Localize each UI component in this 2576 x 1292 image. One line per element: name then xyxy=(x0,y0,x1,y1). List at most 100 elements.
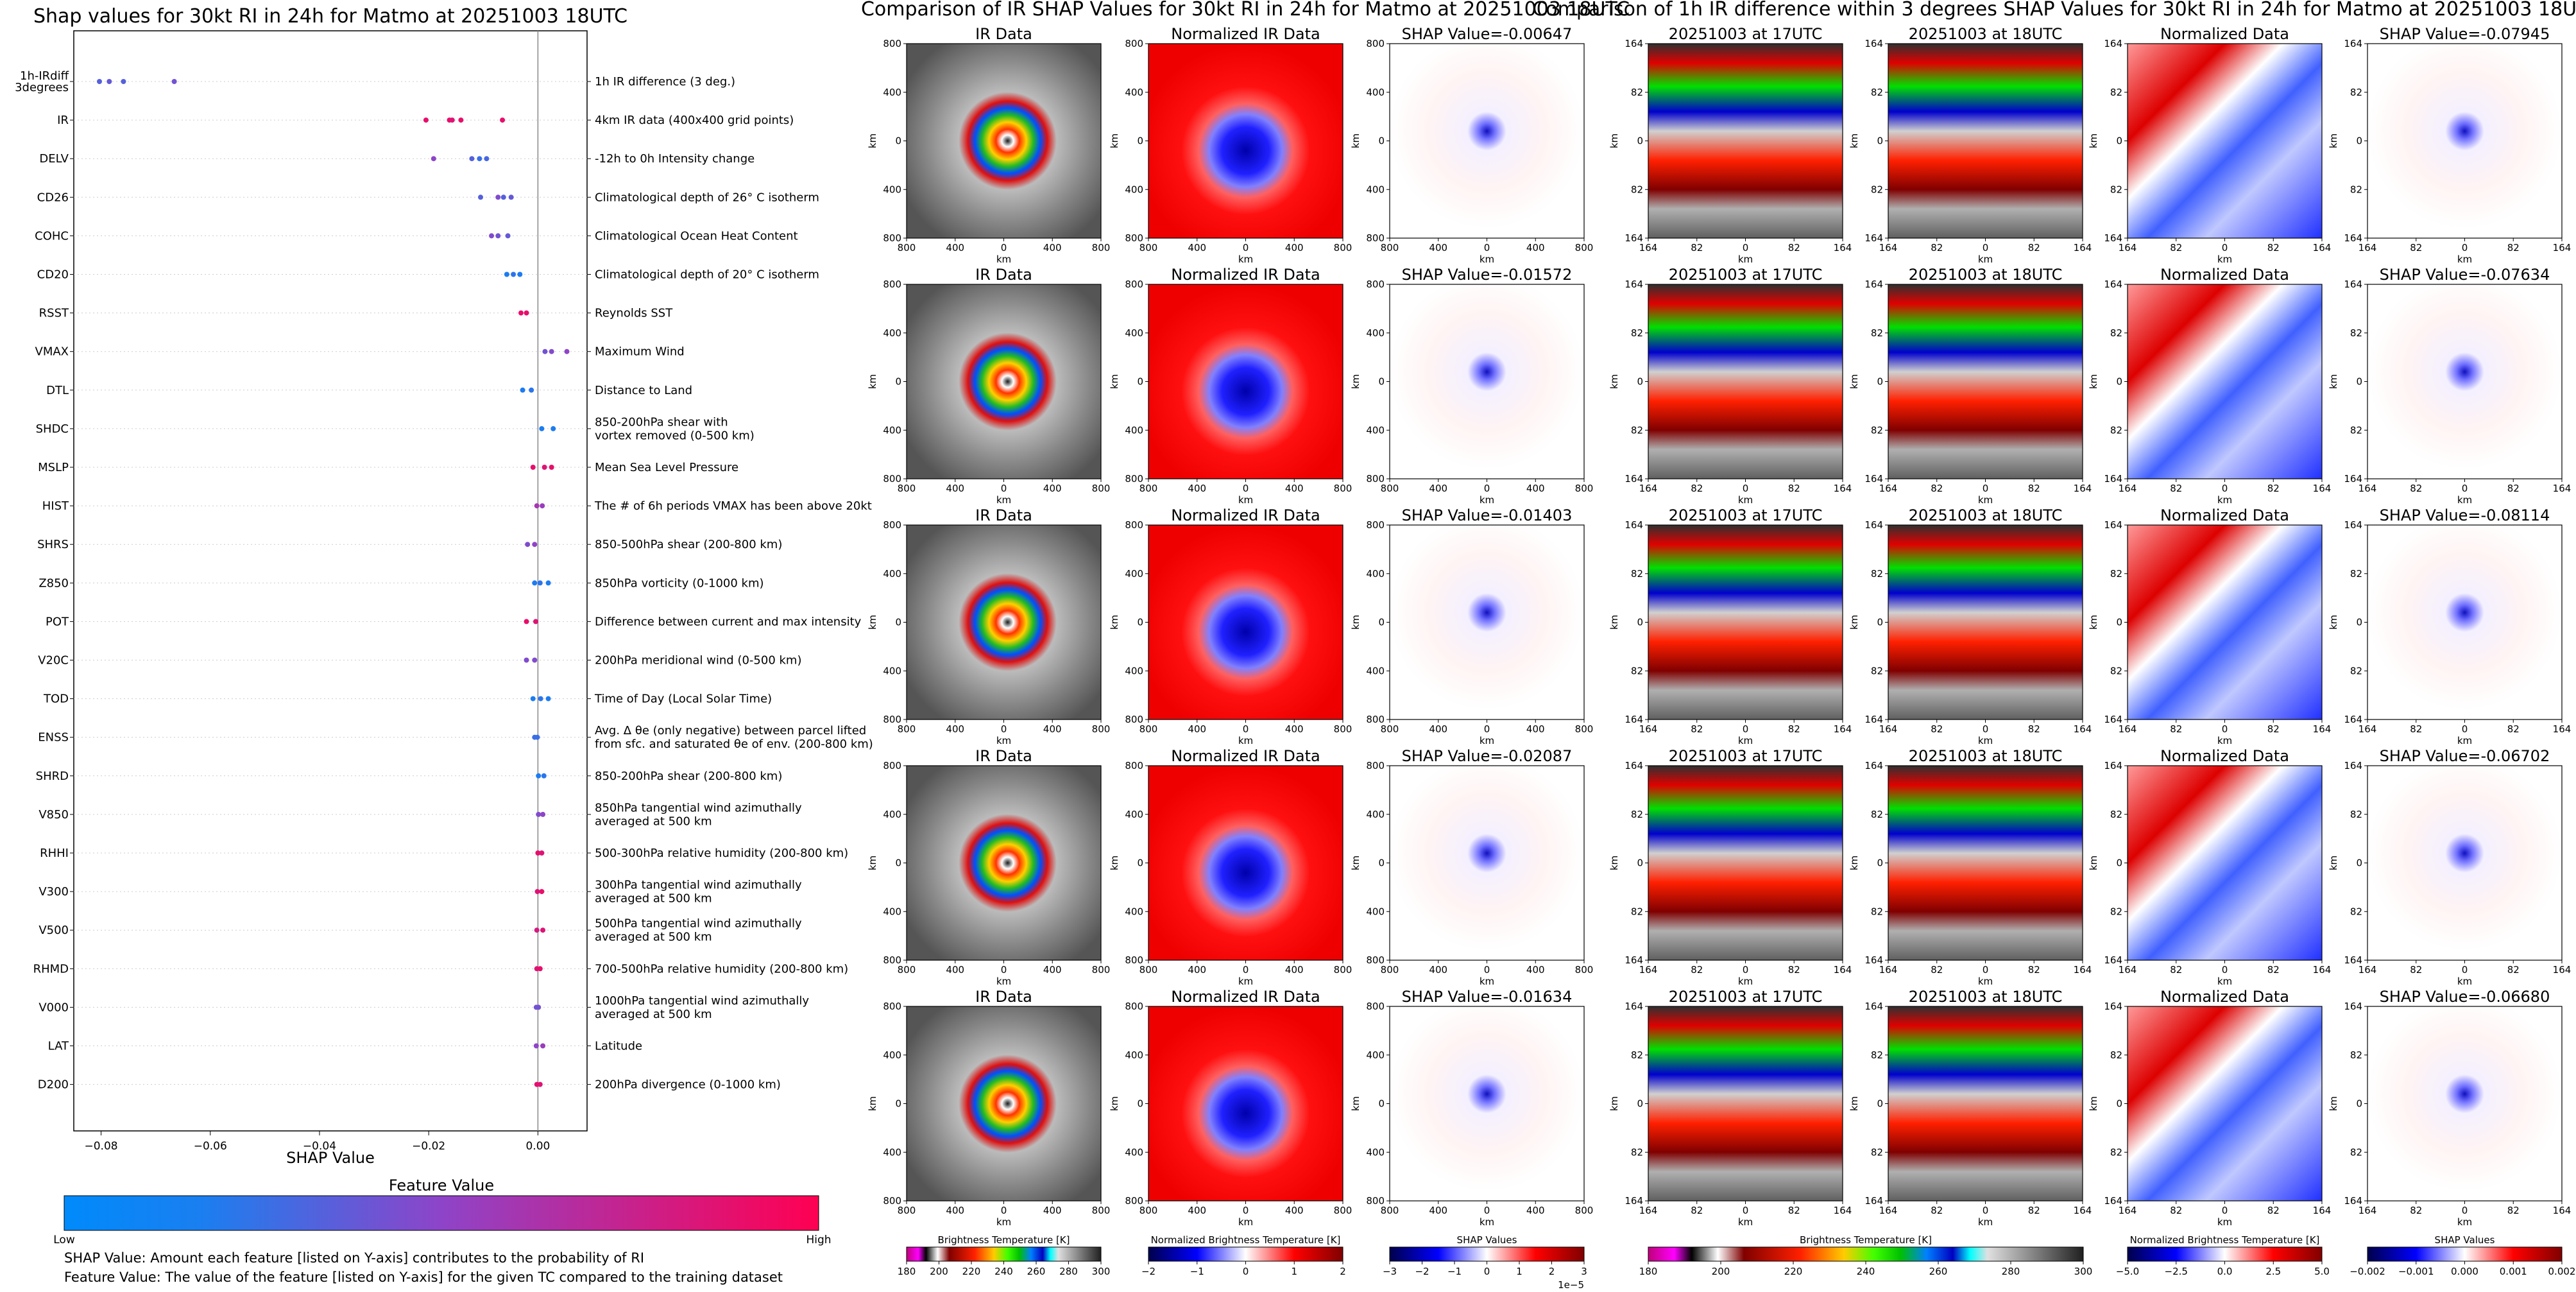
colorbar-tick-label: 3 xyxy=(1581,1266,1587,1277)
tick-label-x: 0 xyxy=(1484,723,1490,735)
feature-code-line: IR xyxy=(57,114,69,127)
tick-label-y: 0 xyxy=(1137,1098,1143,1110)
tick-label-x: 400 xyxy=(946,1205,964,1216)
tick-label-y: 82 xyxy=(2350,184,2362,195)
x-unit-label: km xyxy=(1738,1216,1753,1228)
diff-colorbar-2: Normalized Brightness Temperature [K] −5.… xyxy=(2116,1234,2330,1277)
shap-point xyxy=(121,79,126,84)
diff-row1-col1-panel: 20251003 at 17UTC1641648282008282164164k… xyxy=(1608,25,1852,265)
tick-label-x: 82 xyxy=(2507,1205,2520,1216)
diff-row1-col1-title: 20251003 at 17UTC xyxy=(1669,25,1823,43)
feature-description-line: 850-500hPa shear (200-800 km) xyxy=(595,538,782,551)
tick-label-y: 82 xyxy=(1871,327,1883,339)
tick-label-x: 0 xyxy=(2462,1205,2468,1216)
tick-label-x: 82 xyxy=(2170,242,2182,254)
shap-point xyxy=(541,773,547,779)
tick-label-y: 82 xyxy=(2110,568,2122,580)
tick-label-y: 82 xyxy=(2110,906,2122,917)
feature-code-line: RHMD xyxy=(33,962,69,976)
tick-label-x: 164 xyxy=(2119,242,2137,254)
diff-row1-col3-title: Normalized Data xyxy=(2160,25,2289,43)
colorbar-tick-label: 180 xyxy=(898,1266,916,1277)
tick-label-y: 800 xyxy=(1366,954,1385,966)
diff-row2-col3-image xyxy=(2128,284,2322,479)
tick-label-x: 82 xyxy=(2170,723,2182,735)
shap-point xyxy=(524,310,529,316)
tick-label-y: 164 xyxy=(2344,279,2362,290)
diff-row2-col3-title: Normalized Data xyxy=(2160,266,2289,284)
feature-description-line: 850hPa tangential wind azimuthally xyxy=(595,801,802,814)
ir-row4-col3-image xyxy=(1390,766,1584,960)
shap-point xyxy=(504,271,509,277)
tick-label-x: 0 xyxy=(2222,723,2228,735)
tick-label-x: 400 xyxy=(946,483,964,494)
tick-label-x: 164 xyxy=(2553,964,2572,976)
tick-label-x: 82 xyxy=(2507,483,2520,494)
tick-label-x: 800 xyxy=(1381,964,1399,976)
tick-label-x: 164 xyxy=(1639,964,1658,976)
ir-row5-col2-panel: Normalized IR Data8008004004000040040080… xyxy=(1109,988,1352,1228)
tick-label-y: 164 xyxy=(1625,954,1643,966)
feature-description-line: averaged at 500 km xyxy=(595,931,712,944)
ir-row3-col1-title: IR Data xyxy=(975,506,1032,524)
tick-label-x: 82 xyxy=(1691,242,1703,254)
tick-label-x: 800 xyxy=(1575,723,1594,735)
tick-label-x: 400 xyxy=(1429,1205,1447,1216)
diff-row5-col3-title: Normalized Data xyxy=(2160,988,2289,1006)
diff-row2-col1-panel: 20251003 at 17UTC1641648282008282164164k… xyxy=(1608,266,1852,506)
tick-label-y: 800 xyxy=(1125,519,1143,531)
colorbar-tick-label: 300 xyxy=(2074,1266,2093,1277)
feature-code-line: MSLP xyxy=(38,461,69,474)
x-unit-label: km xyxy=(1238,976,1253,987)
feature-description: -12h to 0h Intensity change xyxy=(595,152,755,166)
tick-label-y: 164 xyxy=(1625,519,1643,531)
tick-label-y: 0 xyxy=(1137,376,1143,388)
tick-label-x: 800 xyxy=(1139,483,1158,494)
x-unit-label: km xyxy=(1738,254,1753,265)
tick-label-y: 400 xyxy=(1125,87,1143,98)
diff-row4-col4-panel: SHAP Value=-0.06702164164828200828216416… xyxy=(2328,747,2571,987)
feature-code: RHHI xyxy=(40,847,69,860)
shap-point xyxy=(500,194,506,200)
y-unit-label: km xyxy=(1608,134,1620,148)
tick-label-x: 0 xyxy=(1484,483,1490,494)
tick-label-y: 164 xyxy=(1864,954,1883,966)
tick-label-y: 400 xyxy=(1366,87,1385,98)
shap-point xyxy=(97,79,102,84)
tick-label-y: 82 xyxy=(1631,809,1643,820)
tick-label-y: 800 xyxy=(1366,1001,1385,1012)
tick-label-x: 164 xyxy=(2313,483,2332,494)
colorbar-tick-label: 180 xyxy=(1639,1266,1658,1277)
tick-label-y: 82 xyxy=(1631,87,1643,98)
diff-row3-col4-panel: SHAP Value=-0.08114164164828200828216416… xyxy=(2328,506,2571,746)
ir-row5-col1-image xyxy=(907,1006,1101,1201)
tick-label-x: 82 xyxy=(2170,1205,2182,1216)
ir-row4-col2-image xyxy=(1148,766,1343,960)
shap-point xyxy=(536,1004,542,1010)
tick-label-x: 82 xyxy=(2410,1205,2422,1216)
tick-label-x: 800 xyxy=(1139,964,1158,976)
shap-point xyxy=(423,117,429,123)
ir-row1-col3-image xyxy=(1390,44,1584,238)
shap-point xyxy=(469,156,475,162)
diff-row1-col3-image xyxy=(2128,44,2322,238)
tick-label-y: 400 xyxy=(1125,184,1143,195)
feature-code: IR xyxy=(57,114,69,127)
diff-row3-col3-title: Normalized Data xyxy=(2160,506,2289,524)
tick-label-x: 800 xyxy=(1381,1205,1399,1216)
ir-row5-col2-title: Normalized IR Data xyxy=(1171,988,1320,1006)
colorbar-tick-label: 240 xyxy=(1857,1266,1875,1277)
y-unit-label: km xyxy=(1109,856,1120,870)
colorbar-tick-label: 240 xyxy=(994,1266,1013,1277)
diff-colorbar-1-label: Brightness Temperature [K] xyxy=(1800,1234,1932,1246)
tick-label-x: 164 xyxy=(1639,483,1658,494)
tick-label-y: 0 xyxy=(2116,135,2122,147)
tick-label-y: 164 xyxy=(2344,1001,2362,1012)
feature-description: 850hPa tangential wind azimuthally averag… xyxy=(595,801,802,828)
x-tick-label: −0.02 xyxy=(412,1140,445,1153)
tick-label-y: 164 xyxy=(2344,519,2362,531)
tick-label-y: 82 xyxy=(1631,184,1643,195)
tick-label-x: 800 xyxy=(1139,242,1158,254)
diff-row2-col1-title: 20251003 at 17UTC xyxy=(1669,266,1823,284)
ir-row4-col1-title: IR Data xyxy=(975,747,1032,765)
